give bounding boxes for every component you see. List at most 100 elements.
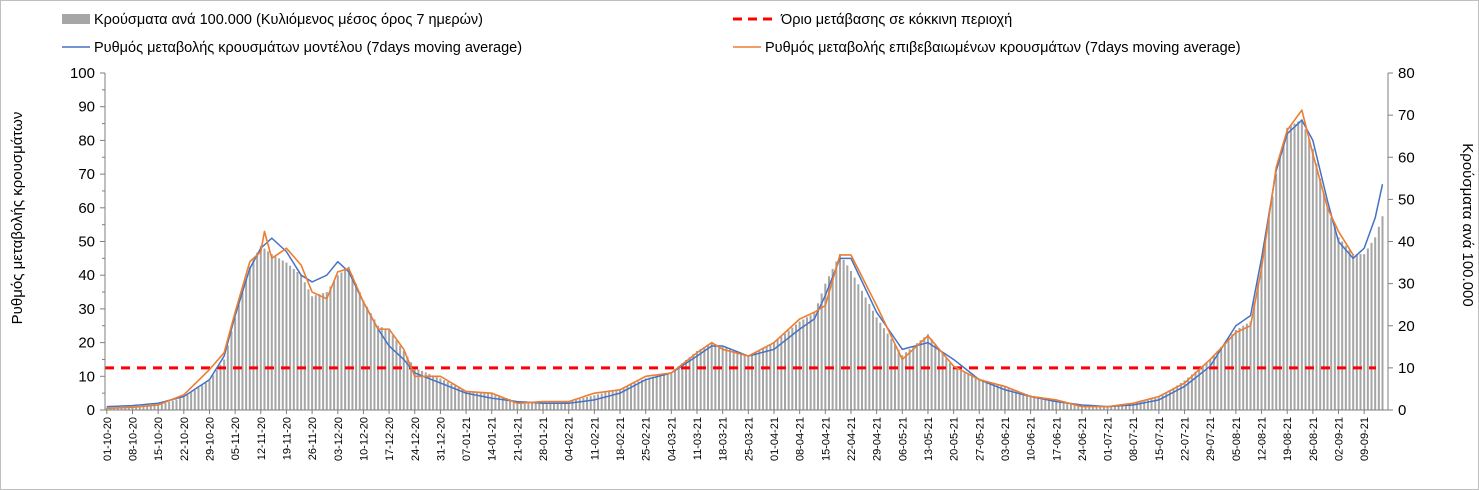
bar-mark — [871, 310, 874, 410]
bar-mark — [1377, 226, 1380, 410]
bar-mark — [509, 399, 512, 410]
bar-mark — [996, 384, 999, 410]
bar-mark — [281, 260, 284, 410]
bar-mark — [1352, 254, 1355, 410]
x-tick-label: 15-04-21 — [820, 417, 832, 461]
bar-mark — [1355, 254, 1358, 410]
x-tick-label: 08-07-21 — [1128, 417, 1140, 461]
bar-mark — [479, 392, 482, 410]
bar-mark — [179, 398, 182, 410]
bar-mark — [923, 337, 926, 410]
bar-mark — [1003, 386, 1006, 410]
bar-mark — [948, 363, 951, 410]
x-tick-label: 04-03-21 — [666, 417, 678, 461]
bar-mark — [1011, 389, 1014, 410]
bar-mark — [725, 348, 728, 410]
legend-label: Όριο μετάβασης σε κόκκινη περιοχή — [780, 12, 1012, 28]
bar-mark — [1370, 242, 1373, 410]
bar-mark — [1201, 365, 1204, 410]
bar-mark — [1135, 401, 1138, 410]
bar-mark — [600, 393, 603, 410]
bar-mark — [124, 407, 127, 410]
bar-mark — [402, 351, 405, 410]
bar-mark — [1264, 240, 1267, 410]
bar-mark — [314, 295, 317, 410]
bar-mark — [578, 398, 581, 410]
bar-mark — [1234, 329, 1237, 410]
bar-mark — [743, 354, 746, 410]
bar-mark — [1084, 405, 1087, 410]
bar-mark — [952, 367, 955, 411]
bar-mark — [857, 284, 860, 410]
bar-mark — [652, 376, 655, 410]
bar-mark — [347, 266, 350, 410]
right-tick-label: 20 — [1398, 318, 1415, 335]
bar-mark — [721, 346, 724, 410]
x-tick-label: 03-12-20 — [333, 417, 345, 461]
bar-mark — [1172, 387, 1175, 410]
x-tick-label: 15-10-20 — [153, 417, 165, 461]
left-tick-label: 70 — [78, 166, 95, 183]
bar-mark — [1029, 395, 1032, 410]
bar-mark — [897, 349, 900, 410]
x-tick-label: 12-11-20 — [256, 417, 268, 460]
confirmed-series-line — [106, 109, 1354, 410]
bar-mark — [270, 254, 273, 410]
bar-mark — [824, 283, 827, 411]
bar-mark — [468, 391, 471, 410]
bar-mark — [992, 383, 995, 410]
left-tick-label: 50 — [78, 234, 95, 251]
bar-mark — [1267, 218, 1270, 410]
x-tick-label: 21-01-21 — [512, 417, 524, 461]
bar-mark — [1161, 394, 1164, 410]
bar-mark — [849, 270, 852, 410]
bar-mark — [901, 355, 904, 410]
bar-mark — [761, 348, 765, 410]
left-tick-label: 80 — [78, 132, 95, 149]
bar-mark — [959, 370, 962, 410]
bar-mark — [1176, 385, 1179, 410]
left-tick-label: 20 — [78, 335, 95, 352]
bar-mark — [633, 382, 636, 410]
bar-mark — [912, 346, 915, 410]
bar-mark — [787, 330, 790, 410]
bar-mark — [1223, 342, 1226, 410]
bar-mark — [1095, 406, 1098, 410]
x-tick-label: 01-04-21 — [769, 417, 781, 461]
x-tick-label: 10-06-21 — [1026, 417, 1038, 461]
bar-mark — [582, 397, 585, 410]
legend-label: Ρυθμός μεταβολής επιβεβαιωμένων κρουσμάτ… — [765, 40, 1241, 56]
bar-mark — [714, 344, 717, 410]
bar-mark — [1271, 196, 1274, 410]
bar-mark — [1198, 368, 1201, 410]
bar-mark — [688, 357, 691, 410]
bar-mark — [934, 343, 937, 410]
bar-mark — [336, 275, 339, 410]
legend-layer: Κρούσματα ανά 100.000 (Κυλιόμενος μέσος … — [62, 12, 1241, 56]
bar-mark — [1209, 359, 1212, 410]
bar-mark — [1121, 404, 1124, 410]
bar-mark — [1348, 249, 1351, 410]
bar-mark — [223, 359, 226, 410]
bar-mark — [772, 342, 775, 410]
bar-mark — [465, 391, 468, 410]
bar-mark — [853, 277, 856, 410]
bar-mark — [472, 391, 475, 410]
bar-mark — [699, 348, 702, 410]
bar-mark — [523, 402, 526, 410]
bar-mark — [1000, 385, 1003, 410]
bar-mark — [1080, 405, 1083, 410]
bar-mark — [545, 403, 548, 410]
x-tick-label: 29-10-20 — [204, 417, 216, 461]
bar-mark — [344, 269, 347, 410]
bar-mark — [1205, 362, 1208, 410]
bar-mark — [1143, 400, 1146, 410]
bar-mark — [373, 319, 376, 410]
bar-mark — [956, 369, 959, 410]
bar-mark — [1333, 227, 1336, 410]
bar-mark — [135, 406, 138, 410]
bar-mark — [893, 344, 896, 410]
bar-mark — [219, 364, 222, 410]
bar-mark — [322, 293, 325, 410]
